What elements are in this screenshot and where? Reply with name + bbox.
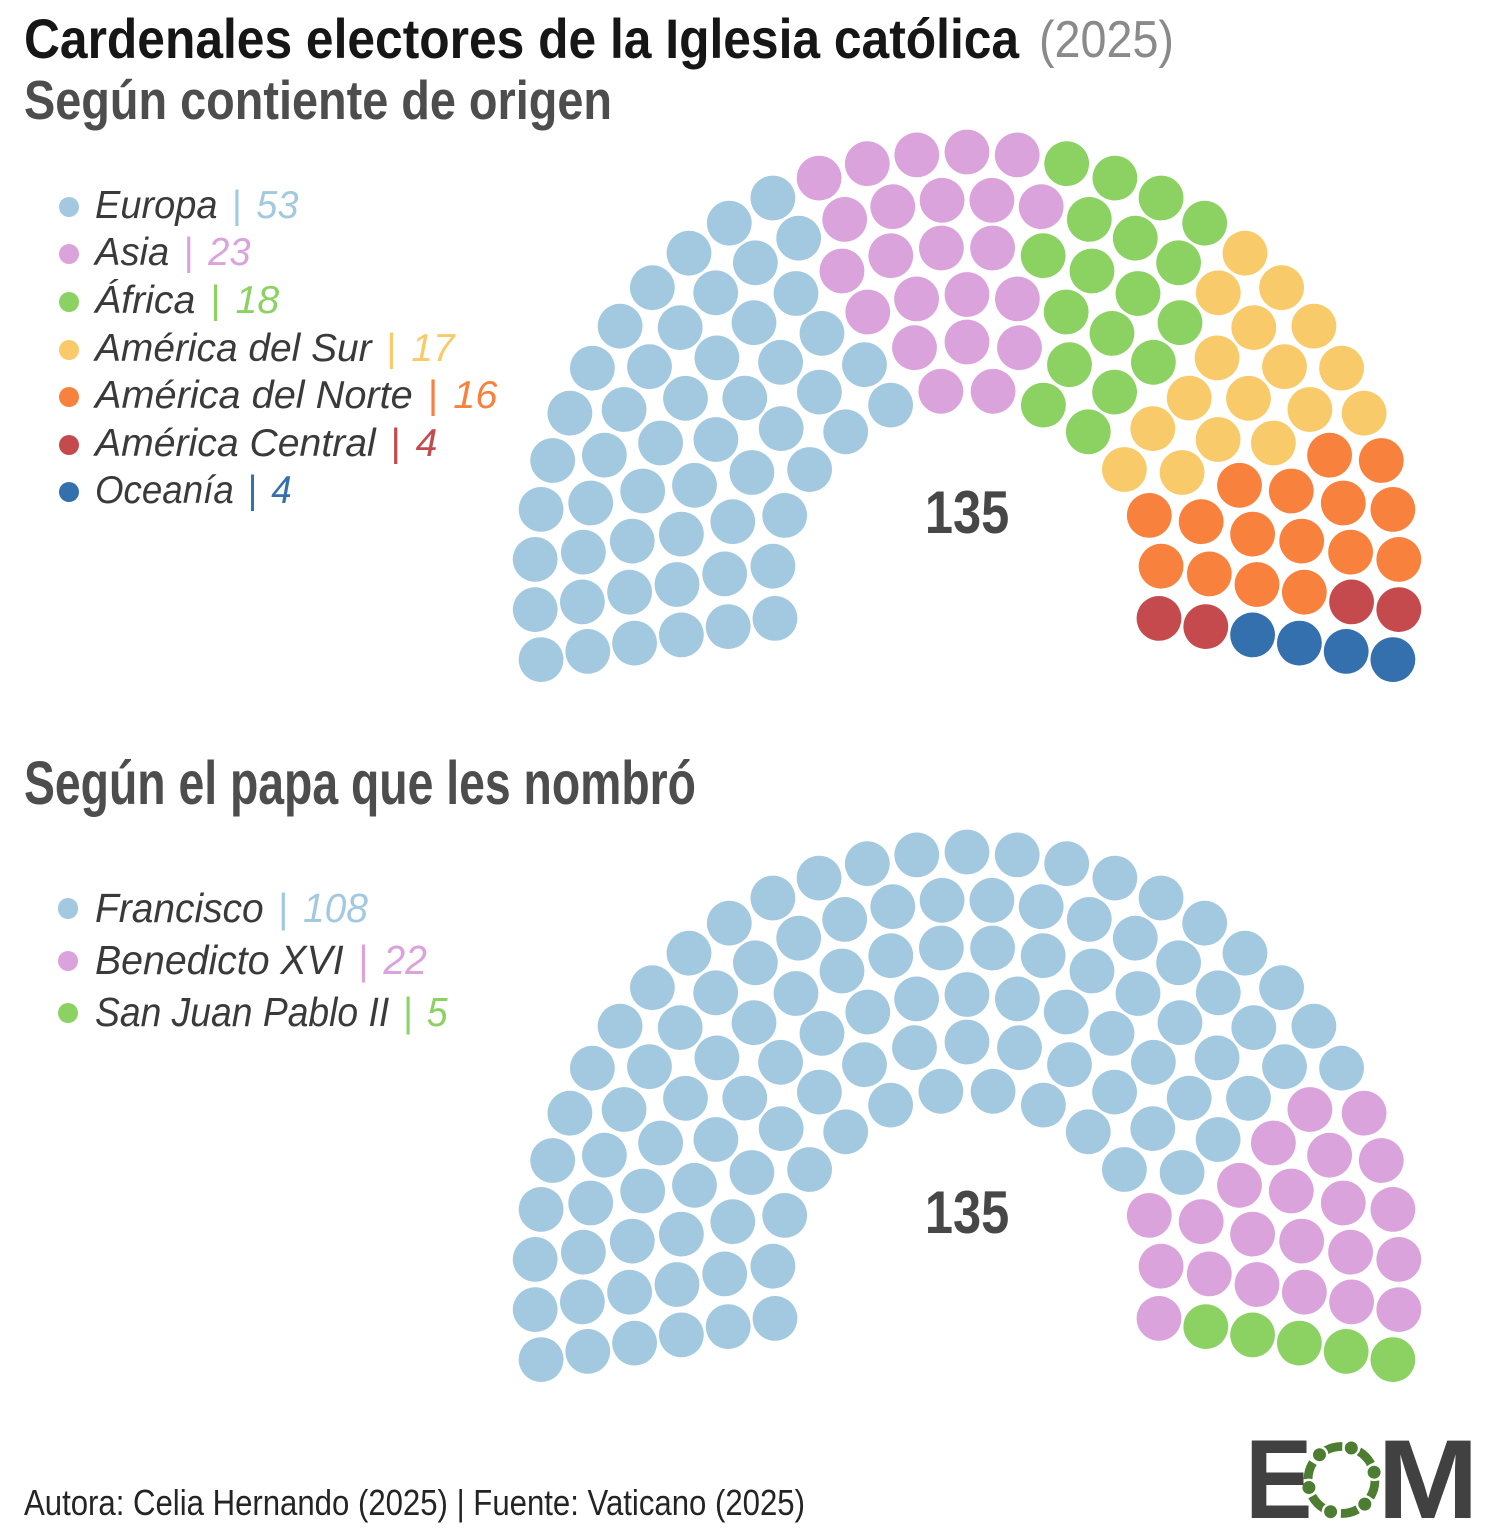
svg-text:M: M	[1377, 1417, 1479, 1536]
svg-text:E: E	[1245, 1417, 1313, 1536]
